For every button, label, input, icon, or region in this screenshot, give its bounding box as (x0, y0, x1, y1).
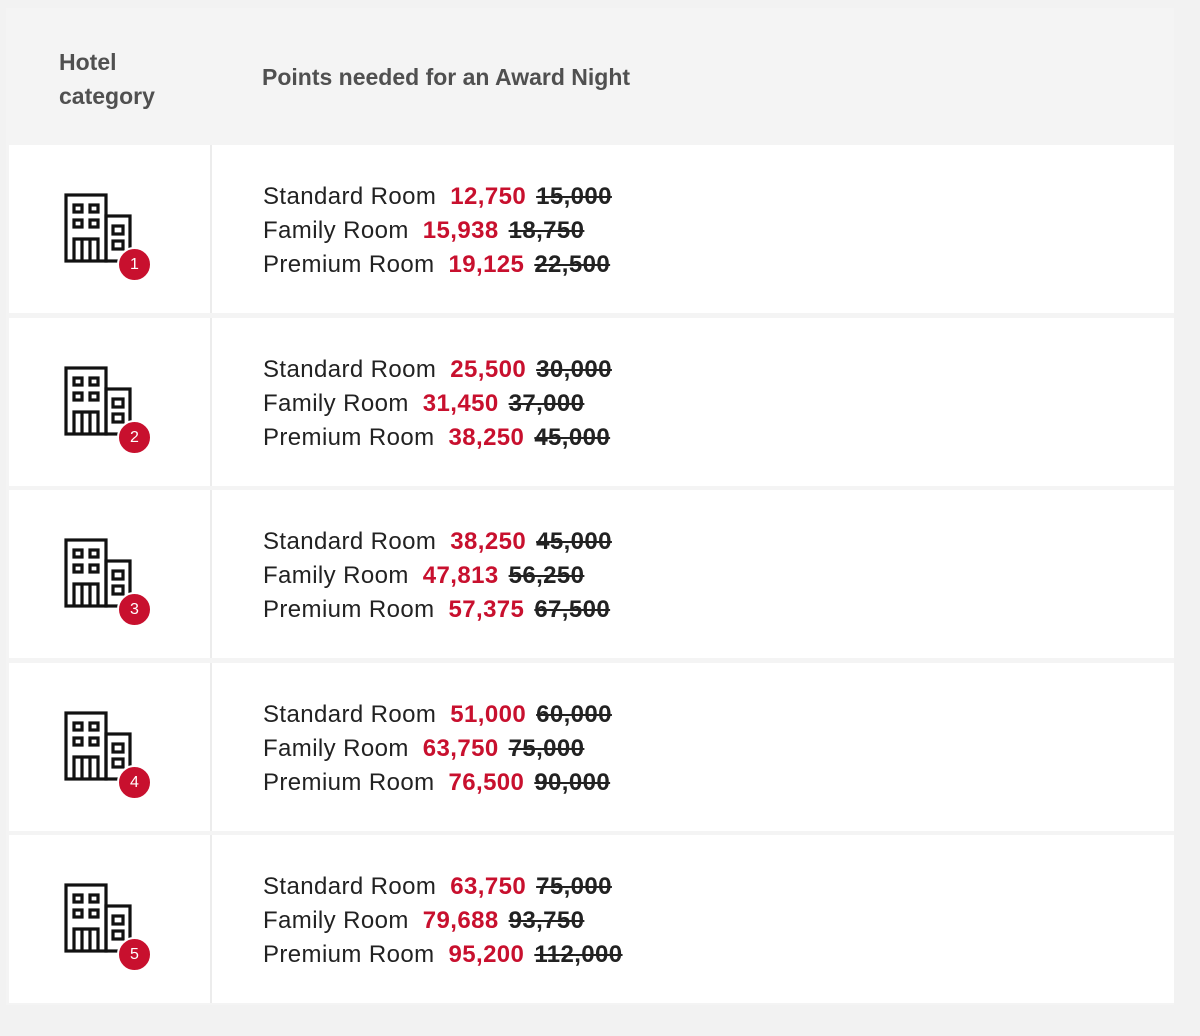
room-points-list: Standard Room 63,750 75,000 Family Room 79,6… (263, 870, 623, 972)
room-points-line: Standard Room 12,750 15,000 (263, 180, 612, 214)
original-points-struck: 56,250 (508, 562, 585, 589)
room-points-list: Standard Room 38,250 45,000 Family Room 47,8… (263, 525, 612, 627)
discounted-points: 25,500 (450, 356, 527, 383)
room-type-label: Standard Room (263, 356, 437, 383)
room-points-line: Family Room 47,813 56,250 (263, 559, 612, 593)
room-points-line: Premium Room 19,125 22,500 (263, 248, 612, 282)
table-row-category-4: 4 Standard Room 51,000 60,000 Family Room 63… (9, 663, 1174, 831)
category-cell: 4 (9, 663, 212, 831)
table-row-category-2: 2 Standard Room 25,500 30,000 Family Room 31… (9, 318, 1174, 486)
table-row-category-5: 5 Standard Room 63,750 75,000 Family Room 79… (9, 835, 1174, 1003)
room-points-line: Family Room 31,450 37,000 (263, 387, 612, 421)
original-points-struck: 22,500 (534, 251, 611, 278)
discounted-points: 12,750 (450, 183, 527, 210)
room-type-label: Family Room (263, 562, 409, 589)
room-type-label: Family Room (263, 217, 409, 244)
original-points-struck: 75,000 (508, 735, 585, 762)
room-points-line: Family Room 63,750 75,000 (263, 732, 612, 766)
original-points-struck: 67,500 (534, 596, 611, 623)
original-points-struck: 75,000 (536, 873, 612, 900)
room-points-line: Premium Room 95,200 112,000 (263, 938, 623, 972)
category-cell: 3 (9, 490, 212, 658)
discounted-points: 76,500 (448, 769, 525, 796)
category-cell: 5 (9, 835, 212, 1003)
room-points-line: Family Room 15,938 18,750 (263, 214, 612, 248)
discounted-points: 95,200 (448, 941, 525, 968)
room-type-label: Standard Room (263, 873, 437, 900)
discounted-points: 57,375 (448, 596, 525, 623)
room-type-label: Premium Room (263, 596, 435, 623)
category-cell: 2 (9, 318, 212, 486)
room-points-line: Family Room 79,688 93,750 (263, 904, 623, 938)
room-type-label: Premium Room (263, 424, 435, 451)
room-type-label: Premium Room (263, 769, 435, 796)
original-points-struck: 93,750 (508, 907, 585, 934)
category-number-badge: 3 (117, 592, 152, 627)
original-points-struck: 60,000 (536, 701, 612, 728)
header-hotel-category: Hotel category (59, 49, 155, 109)
room-type-label: Standard Room (263, 528, 437, 555)
room-type-label: Family Room (263, 390, 409, 417)
discounted-points: 63,750 (422, 735, 499, 762)
room-points-line: Standard Room 63,750 75,000 (263, 870, 623, 904)
discounted-points: 79,688 (422, 907, 499, 934)
room-type-label: Premium Room (263, 941, 435, 968)
room-points-line: Standard Room 25,500 30,000 (263, 353, 612, 387)
hotel-building-icon (64, 193, 132, 263)
category-cell: 1 (9, 145, 212, 313)
category-number-badge: 1 (117, 247, 152, 282)
room-points-line: Premium Room 76,500 90,000 (263, 766, 612, 800)
discounted-points: 63,750 (450, 873, 527, 900)
room-points-list: Standard Room 51,000 60,000 Family Room 63,7… (263, 698, 612, 800)
discounted-points: 47,813 (422, 562, 499, 589)
room-points-line: Premium Room 38,250 45,000 (263, 421, 612, 455)
original-points-struck: 15,000 (536, 183, 612, 210)
category-number-badge: 5 (117, 937, 152, 972)
room-type-label: Family Room (263, 735, 409, 762)
hotel-building-icon (64, 366, 132, 436)
room-type-label: Standard Room (263, 183, 437, 210)
original-points-struck: 30,000 (536, 356, 612, 383)
original-points-struck: 45,000 (534, 424, 611, 451)
original-points-struck: 112,000 (534, 941, 623, 968)
room-points-line: Standard Room 38,250 45,000 (263, 525, 612, 559)
table-row-category-3: 3 Standard Room 38,250 45,000 Family Room 47… (9, 490, 1174, 658)
hotel-building-icon (64, 711, 132, 781)
original-points-struck: 45,000 (536, 528, 612, 555)
table-row-category-1: 1 Standard Room 12,750 15,000 Family Room 15… (9, 145, 1174, 313)
original-points-struck: 18,750 (508, 217, 585, 244)
discounted-points: 38,250 (450, 528, 527, 555)
award-points-table: Hotel category Points needed for an Awar… (6, 8, 1174, 1005)
original-points-struck: 37,000 (508, 390, 585, 417)
room-points-list: Standard Room 12,750 15,000 Family Room 15,9… (263, 180, 612, 282)
room-type-label: Standard Room (263, 701, 437, 728)
room-points-line: Premium Room 57,375 67,500 (263, 593, 612, 627)
room-type-label: Family Room (263, 907, 409, 934)
discounted-points: 15,938 (422, 217, 499, 244)
header-points-needed: Points needed for an Award Night (262, 64, 631, 90)
category-number-badge: 4 (117, 765, 152, 800)
room-type-label: Premium Room (263, 251, 435, 278)
discounted-points: 51,000 (450, 701, 527, 728)
category-number-badge: 2 (117, 420, 152, 455)
original-points-struck: 90,000 (534, 769, 611, 796)
table-header: Hotel category Points needed for an Awar… (6, 8, 1174, 145)
discounted-points: 38,250 (448, 424, 525, 451)
discounted-points: 31,450 (422, 390, 499, 417)
room-points-list: Standard Room 25,500 30,000 Family Room 31,4… (263, 353, 612, 455)
hotel-building-icon (64, 883, 132, 953)
discounted-points: 19,125 (448, 251, 525, 278)
room-points-line: Standard Room 51,000 60,000 (263, 698, 612, 732)
